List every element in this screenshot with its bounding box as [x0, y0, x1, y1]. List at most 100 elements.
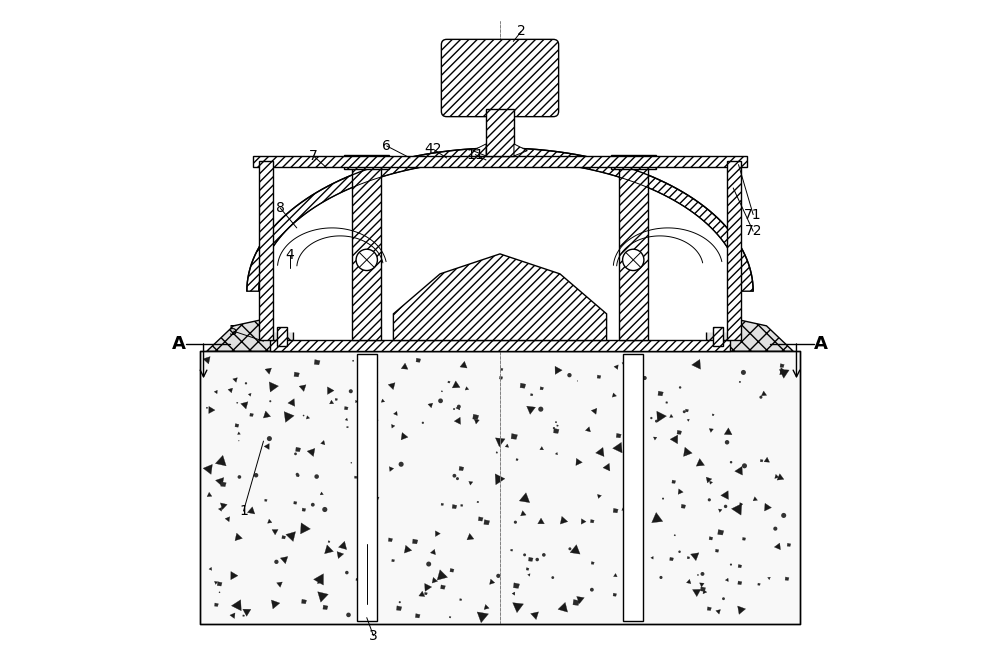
- Polygon shape: [320, 492, 323, 495]
- Polygon shape: [560, 516, 568, 524]
- Circle shape: [683, 410, 686, 413]
- Polygon shape: [651, 557, 653, 559]
- Polygon shape: [585, 427, 590, 432]
- Circle shape: [730, 461, 732, 464]
- Polygon shape: [686, 579, 691, 583]
- Polygon shape: [514, 144, 527, 156]
- Polygon shape: [302, 508, 306, 511]
- Polygon shape: [513, 583, 520, 588]
- Polygon shape: [715, 549, 719, 552]
- Text: A: A: [814, 335, 828, 353]
- Circle shape: [659, 576, 663, 579]
- Polygon shape: [735, 466, 743, 475]
- Polygon shape: [613, 508, 618, 513]
- Polygon shape: [269, 382, 279, 392]
- Polygon shape: [499, 376, 503, 379]
- Polygon shape: [573, 599, 580, 605]
- Polygon shape: [221, 482, 226, 486]
- Polygon shape: [337, 551, 344, 559]
- Polygon shape: [670, 435, 678, 444]
- Polygon shape: [416, 358, 421, 363]
- Polygon shape: [214, 603, 218, 607]
- Circle shape: [356, 250, 377, 270]
- Polygon shape: [687, 419, 689, 421]
- Polygon shape: [725, 578, 728, 581]
- Polygon shape: [280, 557, 288, 564]
- Polygon shape: [576, 458, 582, 466]
- Polygon shape: [652, 512, 663, 522]
- Polygon shape: [685, 409, 689, 412]
- Polygon shape: [370, 566, 374, 569]
- Polygon shape: [707, 607, 711, 611]
- Polygon shape: [624, 575, 632, 584]
- Circle shape: [678, 551, 681, 553]
- Polygon shape: [404, 545, 412, 553]
- Polygon shape: [684, 453, 687, 455]
- Polygon shape: [469, 482, 473, 485]
- Polygon shape: [738, 581, 742, 585]
- Polygon shape: [738, 565, 742, 568]
- Polygon shape: [700, 587, 706, 591]
- Polygon shape: [347, 426, 348, 428]
- Bar: [277, 327, 287, 346]
- Polygon shape: [581, 518, 586, 524]
- Circle shape: [399, 601, 401, 603]
- Polygon shape: [614, 573, 617, 577]
- Circle shape: [724, 504, 727, 508]
- Polygon shape: [658, 391, 663, 396]
- Polygon shape: [697, 574, 699, 575]
- Polygon shape: [228, 388, 233, 393]
- Polygon shape: [774, 543, 780, 550]
- Polygon shape: [490, 579, 495, 585]
- Polygon shape: [603, 464, 610, 471]
- Circle shape: [701, 572, 704, 576]
- Circle shape: [294, 452, 297, 455]
- Polygon shape: [570, 545, 580, 554]
- Polygon shape: [401, 433, 408, 440]
- Polygon shape: [495, 438, 505, 447]
- Polygon shape: [235, 533, 242, 541]
- Polygon shape: [461, 504, 463, 506]
- Circle shape: [759, 395, 762, 399]
- Polygon shape: [238, 432, 240, 435]
- Polygon shape: [477, 501, 479, 503]
- Circle shape: [453, 408, 455, 410]
- Polygon shape: [521, 510, 526, 516]
- Polygon shape: [327, 387, 334, 395]
- Polygon shape: [321, 440, 325, 445]
- Circle shape: [623, 250, 644, 270]
- Polygon shape: [677, 430, 682, 434]
- Text: 6: 6: [382, 139, 391, 153]
- Polygon shape: [307, 448, 315, 456]
- Polygon shape: [209, 406, 215, 413]
- Polygon shape: [368, 367, 374, 373]
- Text: 3: 3: [369, 629, 378, 643]
- Polygon shape: [361, 511, 369, 518]
- Circle shape: [535, 558, 539, 561]
- Polygon shape: [374, 379, 378, 383]
- Polygon shape: [500, 368, 503, 371]
- Polygon shape: [528, 557, 533, 561]
- Polygon shape: [632, 476, 642, 486]
- Polygon shape: [460, 361, 467, 368]
- Polygon shape: [721, 491, 729, 500]
- Polygon shape: [718, 530, 724, 535]
- Polygon shape: [681, 504, 686, 508]
- Circle shape: [296, 473, 299, 476]
- Polygon shape: [300, 523, 310, 534]
- Polygon shape: [712, 414, 714, 415]
- Polygon shape: [531, 612, 539, 619]
- Polygon shape: [216, 478, 224, 486]
- Polygon shape: [777, 474, 784, 480]
- Polygon shape: [419, 591, 425, 597]
- Polygon shape: [456, 405, 460, 410]
- Polygon shape: [628, 478, 637, 487]
- Polygon shape: [344, 407, 348, 410]
- Polygon shape: [716, 609, 720, 614]
- Polygon shape: [250, 413, 253, 417]
- Circle shape: [639, 587, 643, 591]
- Circle shape: [655, 419, 658, 423]
- Circle shape: [542, 553, 546, 557]
- Polygon shape: [247, 148, 753, 291]
- Circle shape: [443, 575, 446, 577]
